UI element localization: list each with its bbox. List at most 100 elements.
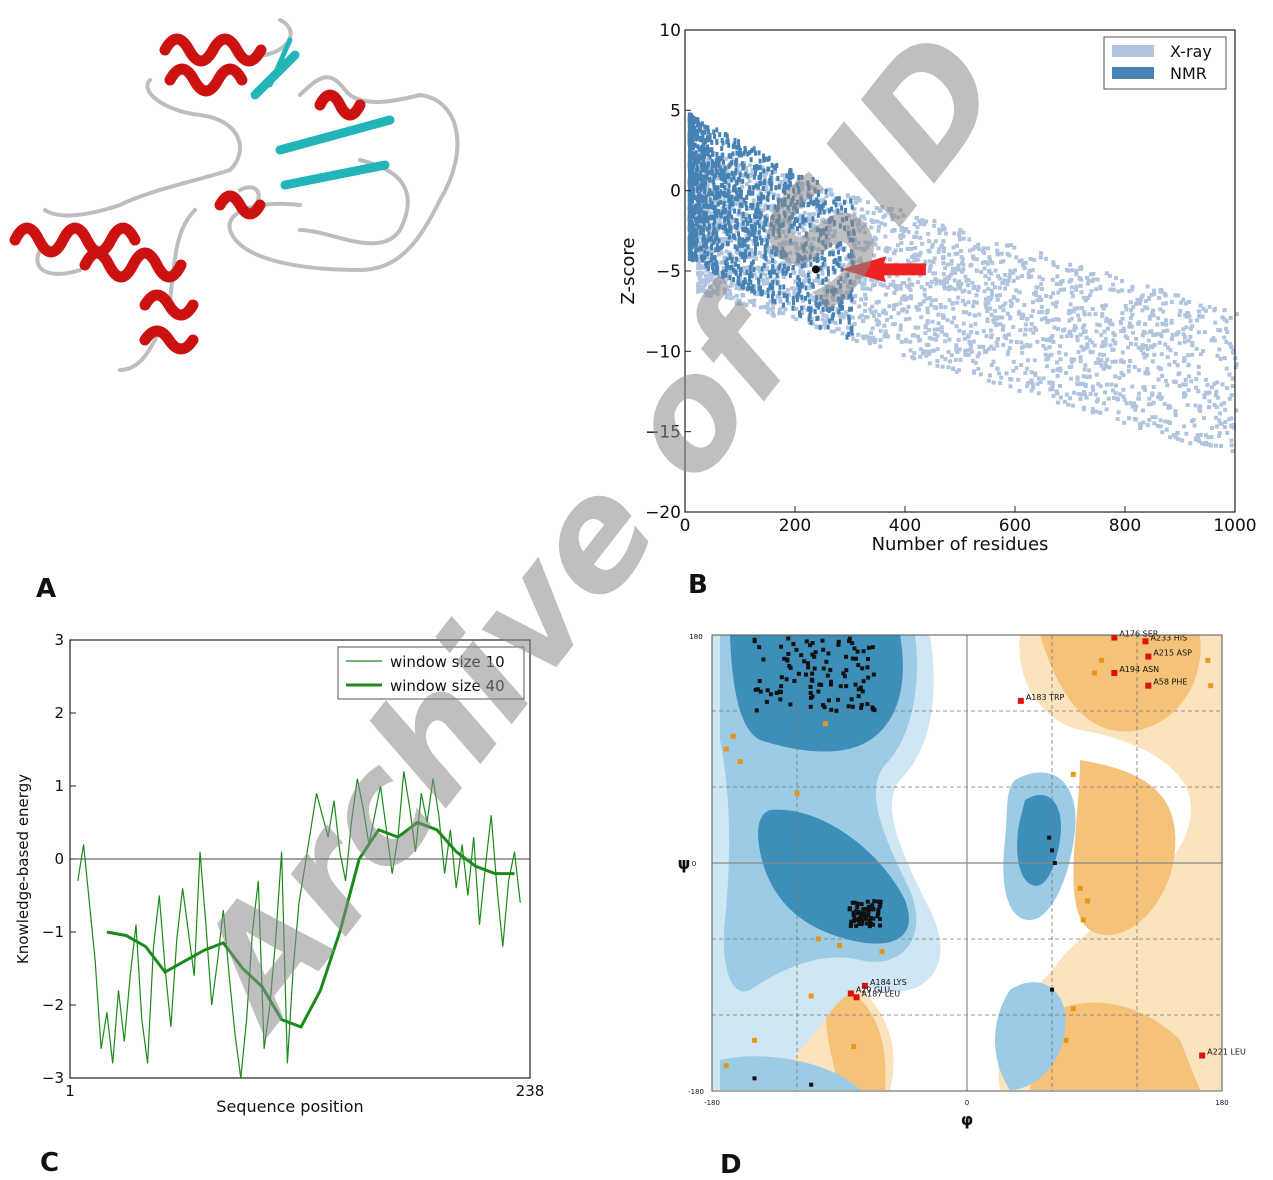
- xray-point: [699, 279, 704, 284]
- nmr-point: [851, 261, 855, 267]
- xray-point: [716, 221, 721, 226]
- nmr-point: [795, 294, 799, 300]
- xray-point: [1051, 368, 1056, 373]
- nmr-point: [844, 216, 848, 222]
- xray-point: [750, 254, 755, 259]
- nmr-point: [694, 130, 698, 136]
- xray-point: [935, 278, 940, 283]
- nmr-point: [777, 222, 781, 228]
- xray-point: [724, 167, 729, 172]
- xray-point: [1014, 365, 1019, 370]
- xray-point: [839, 210, 844, 215]
- nmr-point: [782, 188, 786, 194]
- xray-point: [700, 288, 705, 293]
- xray-point: [898, 286, 903, 291]
- xray-point: [1056, 317, 1061, 322]
- xray-point: [826, 237, 831, 242]
- nmr-point: [825, 288, 829, 294]
- xray-point: [917, 338, 922, 343]
- nmr-point: [781, 247, 785, 253]
- nmr-point: [691, 221, 695, 227]
- xray-point: [886, 334, 891, 339]
- xray-point: [1146, 296, 1151, 301]
- residue-marker: [866, 645, 871, 650]
- residue-marker: [828, 668, 833, 673]
- xray-point: [751, 198, 756, 203]
- nmr-point: [701, 184, 705, 190]
- xray-point: [1082, 323, 1087, 328]
- pointer-arrow: [840, 256, 926, 283]
- y-axis-label: Z-score: [618, 238, 639, 305]
- nmr-point: [727, 142, 731, 148]
- nmr-point: [708, 188, 712, 194]
- nmr-point: [731, 144, 735, 150]
- nmr-point: [850, 306, 854, 312]
- y-axis-label: ψ: [678, 854, 691, 873]
- nmr-point: [770, 181, 774, 187]
- xray-point: [879, 221, 884, 226]
- xray-point: [1083, 298, 1088, 303]
- residue-marker: [822, 705, 827, 710]
- residue-marker: [805, 661, 810, 666]
- nmr-point: [741, 165, 745, 171]
- nmr-point: [767, 233, 771, 239]
- nmr-point: [847, 253, 851, 259]
- xray-point: [1029, 274, 1034, 279]
- xray-point: [841, 263, 846, 268]
- xray-point: [1151, 385, 1156, 390]
- xray-point: [781, 229, 786, 234]
- xray-point: [769, 204, 774, 209]
- nmr-point: [819, 232, 823, 238]
- xray-point: [697, 179, 702, 184]
- nmr-point: [738, 202, 742, 208]
- xray-point: [731, 158, 736, 163]
- xray-point: [1184, 431, 1189, 436]
- xray-point: [763, 304, 768, 309]
- allowed-residue-marker: [730, 733, 736, 739]
- xray-point: [1193, 403, 1198, 408]
- xray-point: [1051, 260, 1056, 265]
- nmr-point: [720, 209, 724, 215]
- xray-point: [1090, 407, 1095, 412]
- nmr-point: [702, 243, 706, 249]
- nmr-point: [825, 300, 829, 306]
- xray-point: [874, 300, 879, 305]
- xray-point: [790, 286, 795, 291]
- xray-point: [1126, 416, 1131, 421]
- nmr-point: [703, 254, 707, 260]
- nmr-point: [747, 282, 751, 288]
- xray-point: [871, 253, 876, 258]
- xray-point: [997, 285, 1002, 290]
- xray-point: [1196, 330, 1201, 335]
- nmr-point: [701, 134, 705, 140]
- xray-point: [1111, 388, 1116, 393]
- xray-point: [1058, 344, 1063, 349]
- xray-point: [1001, 343, 1006, 348]
- xray-point: [951, 306, 956, 311]
- xray-point: [896, 243, 901, 248]
- nmr-point: [738, 188, 742, 194]
- protein-structure-panel: [0, 0, 480, 380]
- xray-point: [791, 184, 796, 189]
- nmr-point: [851, 221, 855, 227]
- nmr-point: [700, 167, 704, 173]
- xray-point: [1006, 332, 1011, 337]
- xray-point: [952, 278, 957, 283]
- xray-point: [855, 196, 860, 201]
- residue-marker: [855, 905, 860, 910]
- xray-point: [1104, 407, 1109, 412]
- xray-point: [908, 282, 913, 287]
- xray-point: [780, 305, 785, 310]
- xray-point: [1090, 306, 1095, 311]
- xray-point: [1095, 277, 1100, 282]
- xray-point: [928, 259, 933, 264]
- nmr-point: [708, 169, 712, 175]
- xray-point: [856, 275, 861, 280]
- residue-marker: [858, 685, 863, 690]
- xray-point: [882, 334, 887, 339]
- nmr-point: [712, 183, 716, 189]
- xray-point: [1118, 319, 1123, 324]
- xray-point: [1050, 317, 1055, 322]
- xray-point: [839, 246, 844, 251]
- xray-point: [918, 354, 923, 359]
